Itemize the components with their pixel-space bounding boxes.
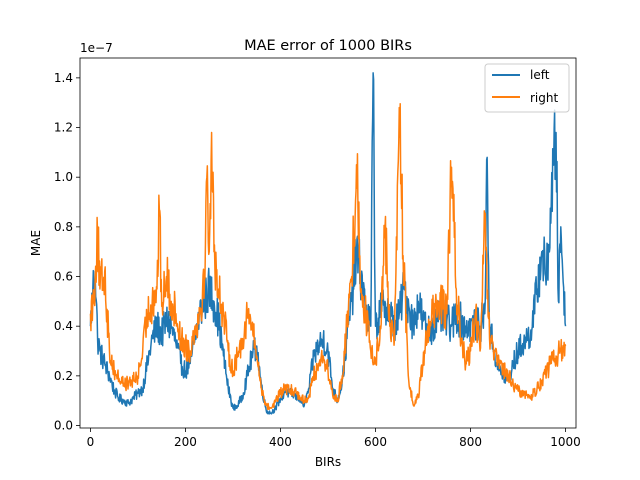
y-tick-label: 1.0 — [54, 170, 73, 184]
y-tick-label: 0.8 — [54, 220, 73, 234]
x-tick-label: 400 — [269, 435, 292, 449]
plot-area — [79, 57, 577, 429]
y-tick-label: 0.6 — [54, 270, 73, 284]
chart-title: MAE error of 1000 BIRs — [244, 38, 412, 54]
legend: left right — [484, 63, 570, 113]
x-tick-label: 1000 — [550, 435, 581, 449]
legend-label-right: right — [530, 91, 558, 105]
y-tick-label: 0.2 — [54, 369, 73, 383]
x-tick-label: 800 — [459, 435, 482, 449]
y-tick-label: 1.2 — [54, 121, 73, 135]
axes-frame — [79, 57, 577, 429]
series-line-right — [89, 102, 567, 411]
y-tick-label: 0.4 — [54, 319, 73, 333]
y-axis-ticks: 0.0 0.2 0.4 0.6 0.8 1.0 1.2 1.4 — [54, 71, 80, 433]
x-tick-label: 0 — [87, 435, 95, 449]
x-axis-ticks: 0 200 400 600 800 1000 — [87, 428, 581, 449]
y-axis-offset-label: 1e−7 — [80, 41, 113, 55]
x-tick-label: 200 — [174, 435, 197, 449]
legend-label-left: left — [530, 68, 550, 82]
x-axis-label: BIRs — [315, 455, 341, 469]
x-tick-label: 600 — [364, 435, 387, 449]
series-line-left — [89, 72, 567, 415]
y-tick-label: 0.0 — [54, 419, 73, 433]
series-layer — [89, 72, 567, 415]
y-axis-label: MAE — [29, 230, 43, 256]
y-tick-label: 1.4 — [54, 71, 73, 85]
